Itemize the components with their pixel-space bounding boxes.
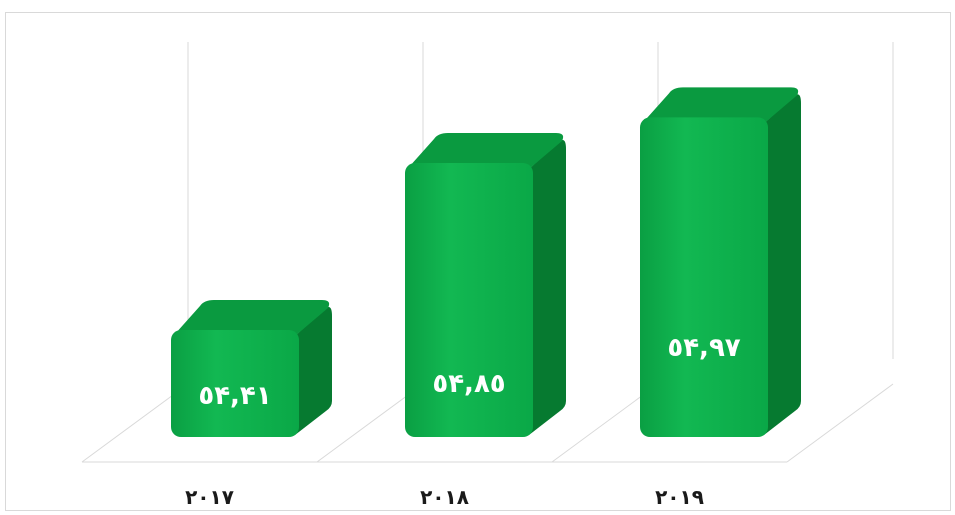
- category-label: ٢٠١٨: [420, 485, 469, 509]
- bar: ٥۴,٩٧: [640, 87, 801, 437]
- chart-frame: [5, 12, 951, 511]
- floor-divider: [81, 383, 189, 463]
- bar-front-face: [640, 117, 768, 437]
- chart-floor: [81, 383, 894, 463]
- bar-side-face: [764, 94, 801, 435]
- data-label: ٥۴,٨٥: [432, 369, 505, 399]
- bar-front-face: [171, 330, 299, 437]
- category-labels: ٢٠١٧ ٢٠١٨ ٢٠١٩: [185, 485, 704, 509]
- bar-top-face: [409, 132, 564, 169]
- bar: ٥۴,۴١: [171, 300, 332, 437]
- bar-front-face: [405, 162, 533, 437]
- bar-top-face: [644, 87, 799, 124]
- data-label: ٥۴,٩٧: [667, 333, 740, 363]
- bars: ٥۴,۴١ ٥۴,٨٥ ٥۴,٩٧: [171, 87, 801, 437]
- bar-top-face: [175, 300, 330, 336]
- floor-divider: [786, 383, 894, 463]
- chart-border: [5, 12, 951, 511]
- category-label: ٢٠١٧: [185, 485, 234, 509]
- category-label: ٢٠١٩: [655, 485, 704, 509]
- bar-side-face: [529, 139, 566, 435]
- bar: ٥۴,٨٥: [405, 132, 566, 437]
- data-label: ٥۴,۴١: [198, 381, 271, 411]
- bar-side-face: [295, 307, 332, 435]
